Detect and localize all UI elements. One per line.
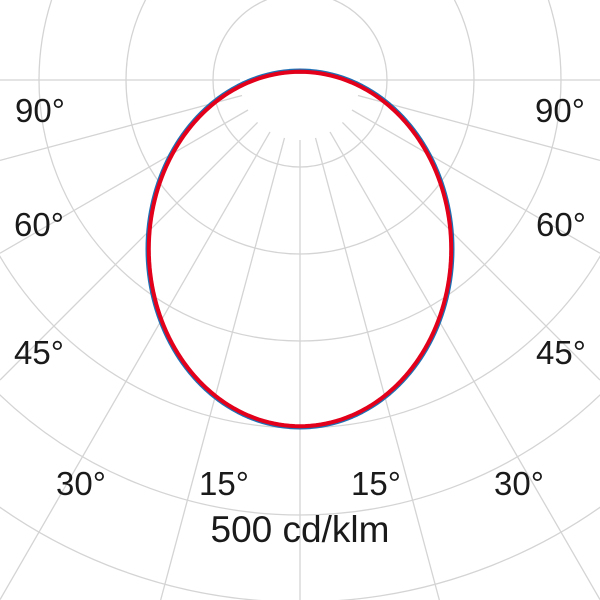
svg-text:15°: 15° xyxy=(199,465,249,502)
svg-text:500 cd/klm: 500 cd/klm xyxy=(211,509,390,550)
svg-text:90°: 90° xyxy=(15,92,65,129)
svg-text:60°: 60° xyxy=(536,206,586,243)
svg-text:15°: 15° xyxy=(351,465,401,502)
svg-text:90°: 90° xyxy=(535,92,585,129)
svg-text:45°: 45° xyxy=(14,334,64,371)
svg-text:60°: 60° xyxy=(14,206,64,243)
svg-text:30°: 30° xyxy=(56,465,106,502)
svg-text:45°: 45° xyxy=(536,334,586,371)
svg-text:30°: 30° xyxy=(494,465,544,502)
